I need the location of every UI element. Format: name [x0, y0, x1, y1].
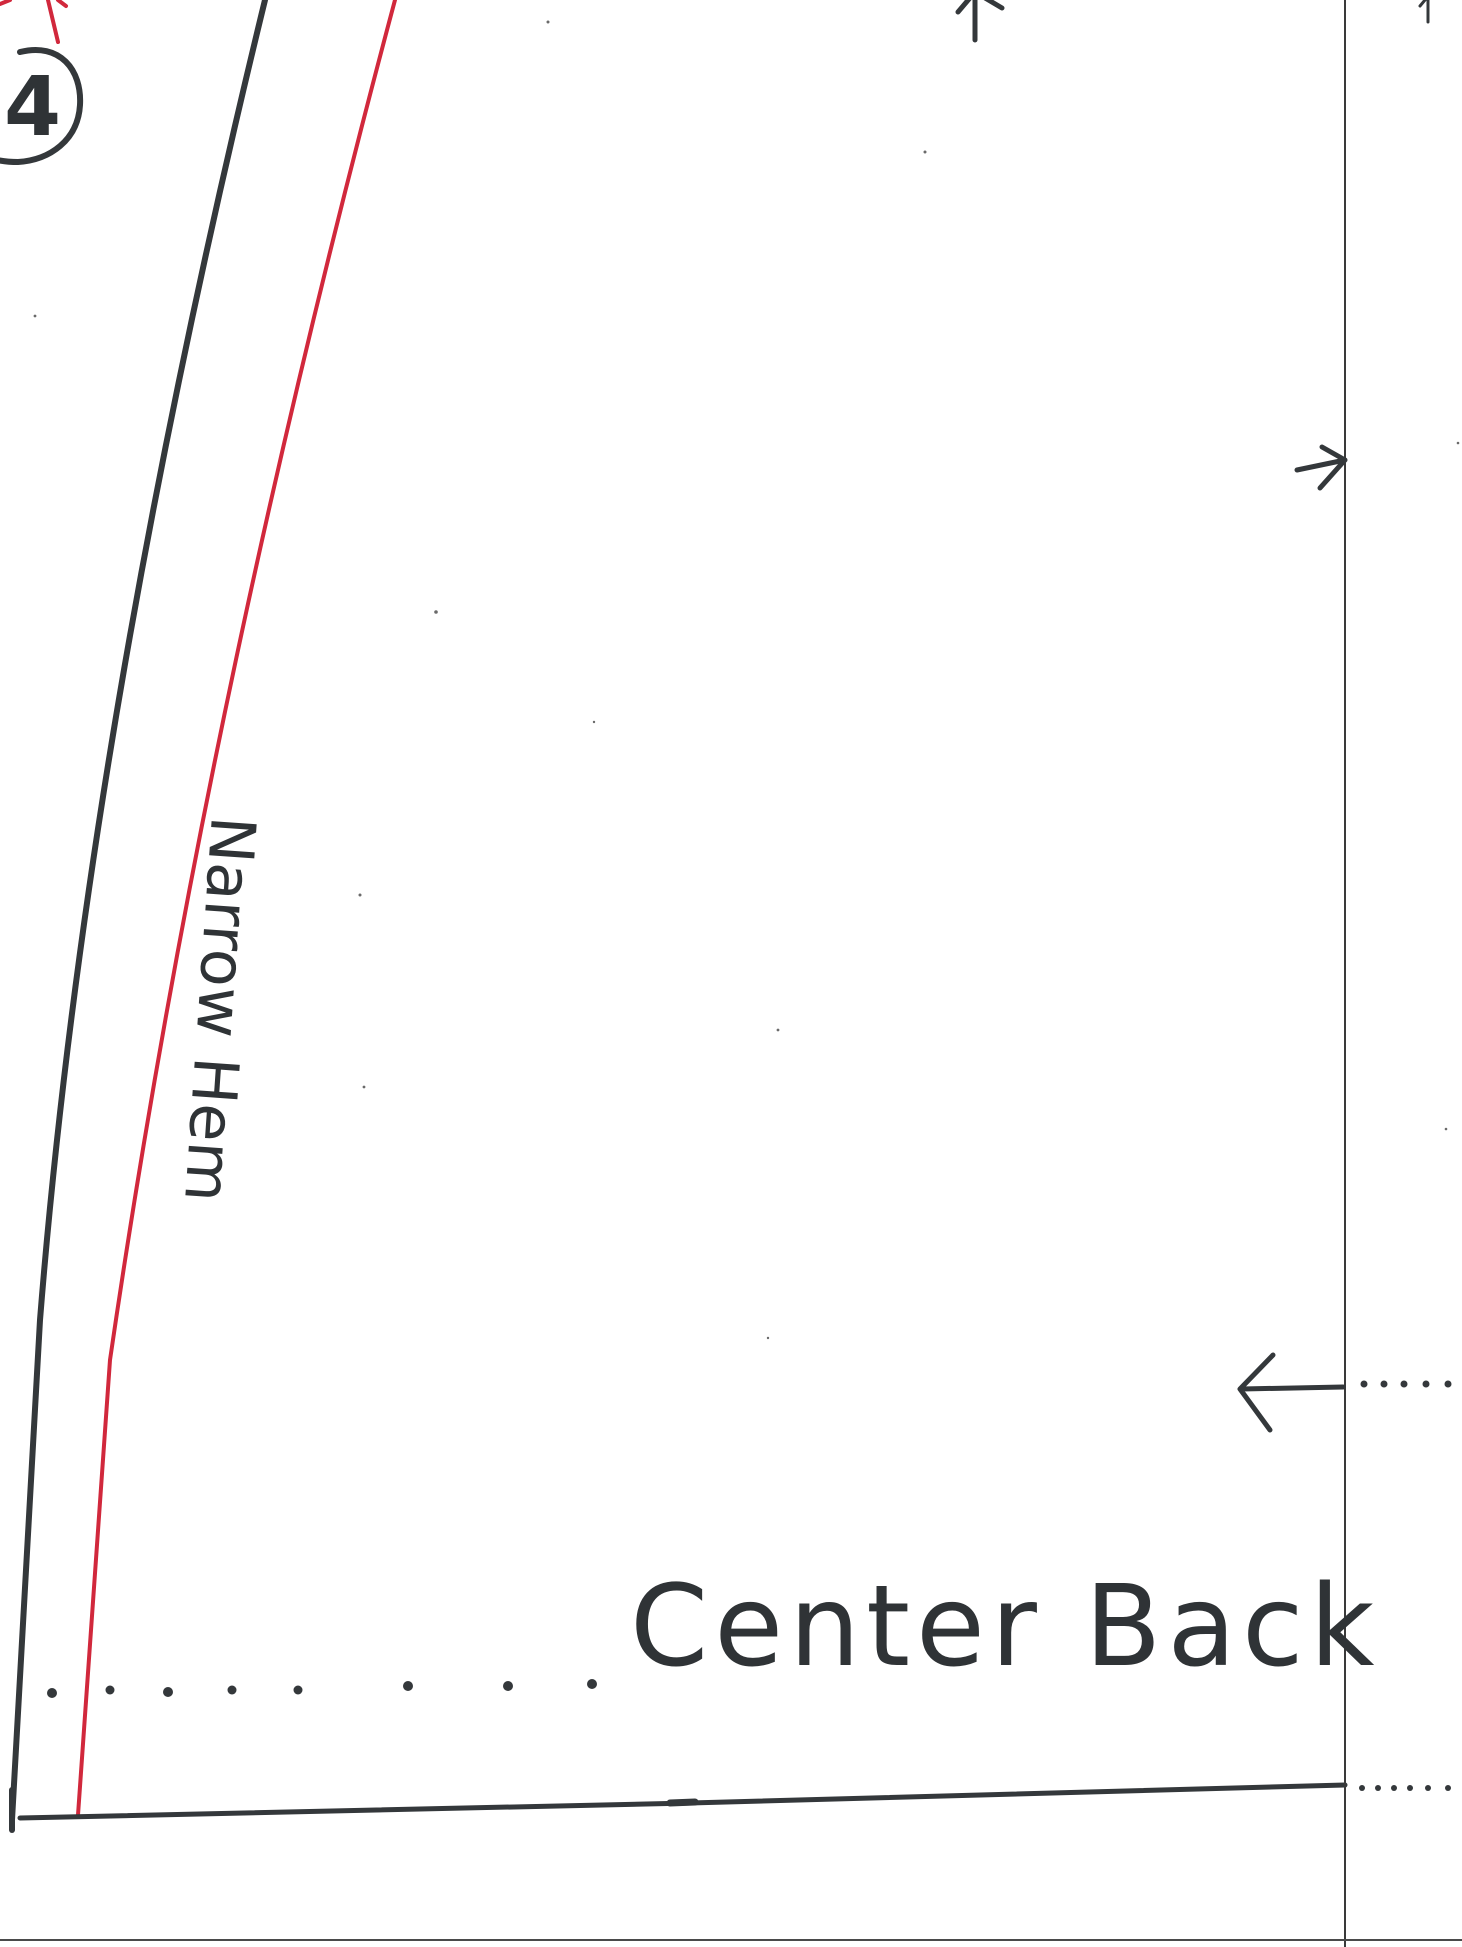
- notch-mark-red: [0, 0, 68, 44]
- arrow-up-icon-right: [1418, 0, 1430, 24]
- arrow-right-icon: [1294, 444, 1348, 491]
- arrow-left-icon: [1237, 1352, 1346, 1433]
- piece-number: 4: [4, 60, 61, 155]
- narrow-hem-label: Narrow Hem: [170, 814, 270, 1205]
- cut-line: [9, 0, 268, 1823]
- bottom-edge-mark: [666, 1798, 699, 1807]
- scan-speckles: [33, 20, 1460, 1340]
- dotted-line-right-upper: [1360, 1380, 1452, 1388]
- center-back-label: Center Back: [630, 1562, 1380, 1692]
- arrow-up-icon: [955, 0, 1005, 43]
- narrow-hem-line: [76, 0, 397, 1817]
- piece-number-badge: 4: [0, 47, 84, 165]
- dotted-line-right-lower: [1359, 1785, 1451, 1791]
- dotted-guide-line: [47, 1679, 597, 1698]
